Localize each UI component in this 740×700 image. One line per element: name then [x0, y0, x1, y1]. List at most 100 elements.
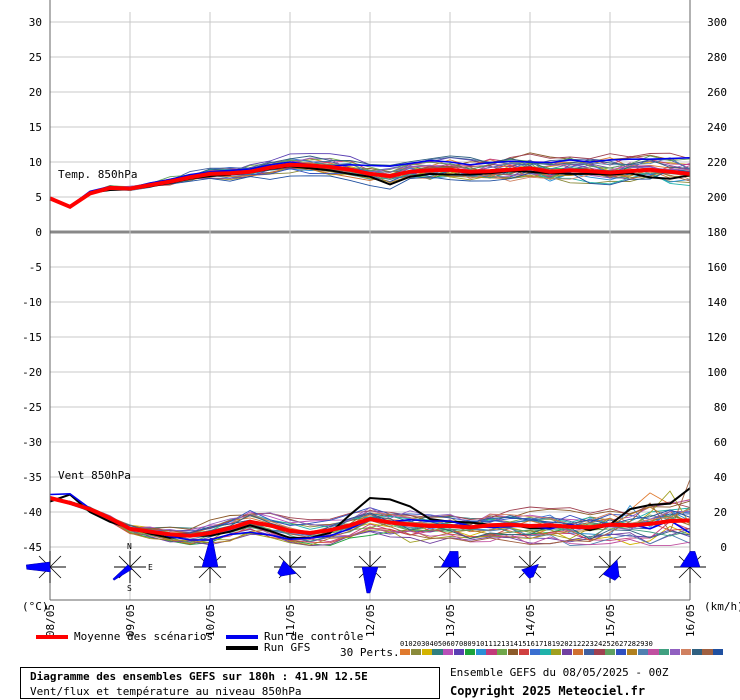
legend-mean-swatch	[36, 635, 68, 639]
legend-control-label: Run de contrôle	[264, 630, 364, 643]
wind-roses: N E S	[26, 538, 706, 594]
left-tick-label: -30	[22, 436, 42, 449]
x-tick-label: 11/05	[284, 604, 297, 637]
legend-mean-label: Moyenne des scénarios	[74, 630, 214, 643]
perts-color-swatch	[518, 649, 530, 655]
rose-wedge	[602, 559, 620, 581]
legend-perts-label: 30 Perts.	[340, 646, 400, 659]
wind-rose	[674, 551, 706, 583]
left-tick-label: -35	[22, 471, 42, 484]
right-tick-label: 80	[714, 401, 727, 414]
rose-wedge	[679, 551, 701, 568]
left-tick-label: 0	[35, 226, 42, 239]
left-tick-label: 15	[29, 121, 42, 134]
right-tick-label: 20	[714, 506, 727, 519]
perts-color-swatch	[432, 649, 443, 655]
right-tick-label: 220	[707, 156, 727, 169]
perts-color-swatch	[583, 649, 594, 655]
perts-color-swatch	[605, 649, 616, 655]
x-tick-label: 09/05	[124, 604, 137, 637]
highlight-series	[49, 157, 691, 541]
wind-rose	[274, 551, 306, 583]
temp-control-line	[49, 157, 691, 208]
perts-color-swatch	[615, 649, 627, 655]
rose-wedge	[361, 566, 379, 594]
right-tick-label: 140	[707, 296, 727, 309]
left-tick-label: -15	[22, 331, 42, 344]
left-tick-label: 5	[35, 191, 42, 204]
wind-member-line	[49, 498, 691, 547]
perts-color-swatch	[475, 649, 486, 655]
rose-wedge	[440, 551, 460, 568]
right-tick-label: 180	[707, 226, 727, 239]
perts-color-swatch	[659, 649, 670, 655]
right-tick-label: 300	[707, 16, 727, 29]
x-tick-label: 10/05	[204, 604, 217, 637]
wind-rose	[434, 551, 466, 583]
wind-rose	[514, 551, 546, 583]
right-tick-label: 60	[714, 436, 727, 449]
wind-rose	[26, 551, 66, 583]
legend-control: Run de contrôle	[226, 630, 363, 643]
legend-mean: Moyenne des scénarios	[36, 630, 213, 643]
x-tick-label: 14/05	[524, 604, 537, 637]
perts-color-swatch	[648, 649, 659, 655]
right-tick-label: 100	[707, 366, 727, 379]
perts-color-swatch	[400, 649, 411, 655]
x-tick-label: 15/05	[604, 604, 617, 637]
diagram-subtitle: Vent/flux et température au niveau 850hP…	[30, 685, 302, 698]
legend-gfs-label: Run GFS	[264, 641, 311, 654]
info-box: Diagramme des ensembles GEFS sur 180h : …	[20, 667, 440, 699]
x-tick-label: 13/05	[444, 604, 457, 637]
left-tick-label: -5	[29, 261, 42, 274]
legend-gfs: Run GFS	[226, 641, 310, 654]
right-tick-label: 240	[707, 121, 727, 134]
legend-gfs-swatch	[226, 646, 258, 650]
perts-color-swatch	[464, 649, 476, 655]
legend-control-swatch	[226, 635, 258, 639]
run-info: Ensemble GEFS du 08/05/2025 - 00Z	[450, 666, 669, 679]
x-tick-label: 16/05	[684, 604, 697, 637]
perts-color-swatch	[540, 649, 551, 655]
rose-cardinal-n: N	[127, 542, 132, 551]
left-tick-label: -40	[22, 506, 42, 519]
rose-cardinal-s: S	[127, 584, 132, 593]
left-tick-label: 20	[29, 86, 42, 99]
right-tick-label: 120	[707, 331, 727, 344]
left-tick-label: -20	[22, 366, 42, 379]
temp-mean-line	[49, 162, 691, 210]
perts-color-swatch	[421, 649, 432, 655]
wind-rose	[594, 551, 626, 583]
copyright: Copyright 2025 Meteociel.fr	[450, 684, 646, 698]
perts-color-swatch	[561, 649, 573, 655]
perts-color-swatch	[529, 649, 540, 655]
perts-color-swatch	[702, 649, 713, 655]
rose-wedge	[277, 560, 297, 577]
wind-rose	[194, 538, 226, 583]
perts-color-swatch	[551, 649, 562, 655]
wind-mean-line	[49, 496, 691, 538]
perts-color-swatch	[572, 649, 584, 655]
diagram-title: Diagramme des ensembles GEFS sur 180h : …	[30, 670, 368, 683]
left-tick-label: 10	[29, 156, 42, 169]
temp-panel-label: Temp. 850hPa	[58, 168, 137, 181]
perts-color-swatch	[626, 649, 638, 655]
right-tick-label: 200	[707, 191, 727, 204]
right-axis-unit: (km/h)	[704, 600, 740, 613]
right-tick-label: 280	[707, 51, 727, 64]
perts-color-swatch	[680, 649, 692, 655]
perts-color-swatch	[453, 649, 465, 655]
left-tick-label: 30	[29, 16, 42, 29]
x-tick-label: 12/05	[364, 604, 377, 637]
perts-color-swatch	[410, 649, 422, 655]
left-tick-label: 25	[29, 51, 42, 64]
perts-color-swatch	[637, 649, 648, 655]
perts-color-swatch	[497, 649, 508, 655]
right-tick-label: 160	[707, 261, 727, 274]
left-tick-label: -10	[22, 296, 42, 309]
right-tick-label: 260	[707, 86, 727, 99]
perts-color-swatch	[669, 649, 681, 655]
perts-color-swatch	[594, 649, 605, 655]
perts-legend: 0102030405060708091011121314151617181920…	[400, 640, 724, 655]
